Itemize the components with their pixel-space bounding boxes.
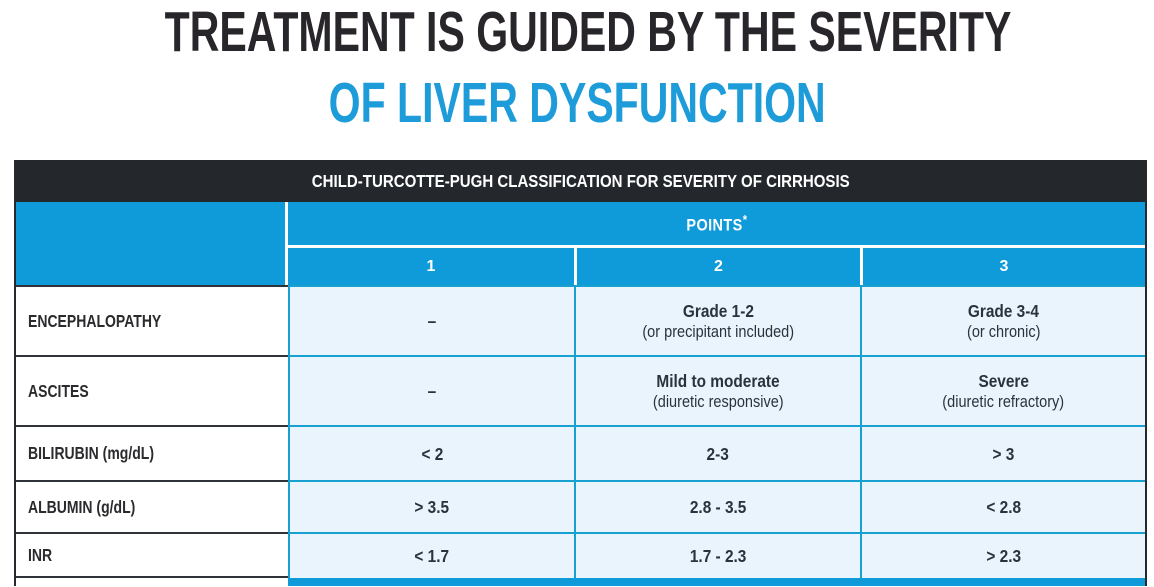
table-grid: POINTS* 1 2 3 ENCEPHALOPATHY – Grade 1-2… <box>16 202 1145 586</box>
points-header-cell: POINTS* <box>288 202 1145 248</box>
blank-corner-cell <box>16 202 288 285</box>
cell-albumin-3: < 2.8 <box>860 480 1145 532</box>
points-asterisk: * <box>742 211 748 227</box>
cell-bilirubin-3: > 3 <box>860 425 1145 480</box>
cell-albumin-2: 2.8 - 3.5 <box>574 480 860 532</box>
cell-albumin-1: > 3.5 <box>288 480 574 532</box>
cell-bilirubin-2: 2-3 <box>574 425 860 480</box>
points-column-1: 1 <box>288 248 574 285</box>
title-line-1-text: TREATMENT IS GUIDED BY THE SEVERITY <box>164 0 1012 64</box>
cell-ascites-2: Mild to moderate (diuretic responsive) <box>574 355 860 425</box>
cell-encephalopathy-2: Grade 1-2 (or precipitant included) <box>574 285 860 355</box>
row-label-encephalopathy: ENCEPHALOPATHY <box>16 285 288 355</box>
title-line-2-text: OF LIVER DYSFUNCTION <box>328 71 826 135</box>
cell-inr-3: > 2.3 <box>860 532 1145 578</box>
row-label-inr: INR <box>16 532 288 578</box>
table-title-text: CHILD-TURCOTTE-PUGH CLASSIFICATION FOR S… <box>311 170 850 191</box>
points-label: POINTS* <box>685 211 748 235</box>
cell-encephalopathy-3: Grade 3-4 (or chronic) <box>860 285 1145 355</box>
cell-encephalopathy-1: – <box>288 285 574 355</box>
row-label-albumin: ALBUMIN (g/dL) <box>16 480 288 532</box>
cell-bilirubin-1: < 2 <box>288 425 574 480</box>
title-line-1: TREATMENT IS GUIDED BY THE SEVERITY <box>0 4 1154 75</box>
row-label-bilirubin: BILIRUBIN (mg/dL) <box>16 425 288 480</box>
ctp-classification-table: CHILD-TURCOTTE-PUGH CLASSIFICATION FOR S… <box>14 160 1147 586</box>
bottom-accent-bar <box>288 578 1145 586</box>
title-line-2: OF LIVER DYSFUNCTION <box>0 75 1154 146</box>
bottom-spacer <box>16 578 288 586</box>
row-label-ascites: ASCITES <box>16 355 288 425</box>
cell-inr-2: 1.7 - 2.3 <box>574 532 860 578</box>
cell-ascites-1: – <box>288 355 574 425</box>
cell-inr-1: < 1.7 <box>288 532 574 578</box>
page-title: TREATMENT IS GUIDED BY THE SEVERITY OF L… <box>0 4 1154 146</box>
points-column-3: 3 <box>860 248 1145 285</box>
cell-ascites-3: Severe (diuretic refractory) <box>860 355 1145 425</box>
table-title-bar: CHILD-TURCOTTE-PUGH CLASSIFICATION FOR S… <box>16 160 1145 202</box>
points-column-2: 2 <box>574 248 860 285</box>
